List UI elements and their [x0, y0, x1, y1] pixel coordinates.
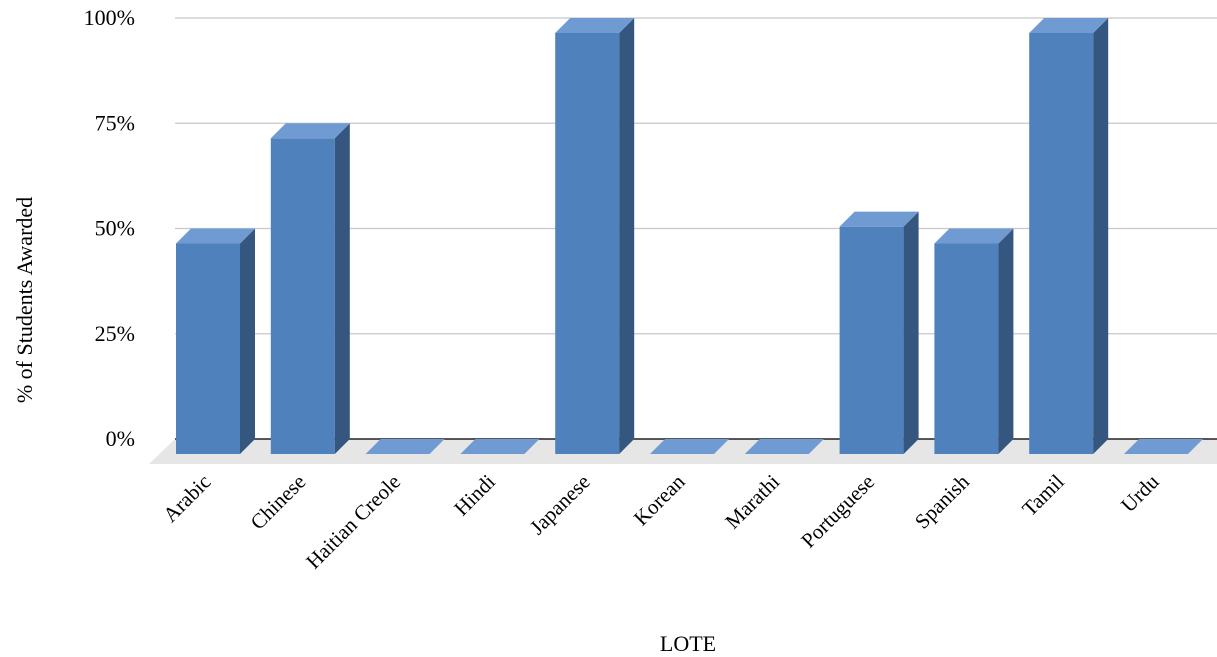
- x-tick-label: Spanish: [910, 469, 974, 533]
- bar: [1124, 439, 1203, 454]
- y-axis-title: % of Students Awarded: [12, 197, 37, 403]
- bar-front: [176, 243, 240, 454]
- y-axis-ticks: 0% 25% 50% 75% 100%: [84, 5, 135, 451]
- bar: [460, 439, 540, 454]
- x-tick-label: Portuguese: [796, 470, 879, 553]
- bar-side: [334, 123, 350, 454]
- x-tick-label: Marathi: [720, 469, 784, 533]
- bar: [365, 439, 445, 454]
- bar-top: [365, 439, 445, 454]
- y-tick-label: 75%: [95, 110, 135, 135]
- bar-top: [934, 228, 1014, 244]
- bar-side: [998, 228, 1014, 454]
- x-tick-label: Hindi: [449, 469, 500, 520]
- bar: [555, 18, 635, 454]
- bar: [270, 123, 350, 454]
- bars: [176, 18, 1203, 454]
- bar-top: [270, 123, 350, 139]
- bar-top: [1124, 439, 1203, 454]
- bar-top: [555, 18, 635, 33]
- bar-front: [1029, 33, 1094, 454]
- bar: [839, 211, 919, 454]
- x-tick-label: Tamil: [1017, 469, 1069, 521]
- x-tick-label: Arabic: [158, 470, 215, 527]
- bar-side: [903, 211, 919, 454]
- bar-front: [839, 226, 904, 454]
- x-tick-label: Urdu: [1116, 469, 1164, 517]
- bar-top: [1029, 18, 1109, 33]
- bar-top: [744, 439, 824, 454]
- bar: [176, 228, 255, 454]
- bar-front: [934, 243, 999, 454]
- bar-top: [650, 439, 729, 454]
- x-tick-label: Korean: [629, 469, 690, 530]
- bar: [1029, 18, 1109, 454]
- bar-side: [619, 18, 635, 454]
- x-tick-label: Japanese: [525, 470, 595, 540]
- bar: [650, 439, 729, 454]
- bar-top: [176, 228, 255, 244]
- bar: [934, 228, 1014, 454]
- y-tick-label: 25%: [95, 321, 135, 346]
- bar-top: [460, 439, 540, 454]
- bar-front: [555, 33, 620, 454]
- bar: [744, 439, 824, 454]
- x-axis-title: LOTE: [660, 631, 716, 656]
- y-tick-label: 50%: [95, 216, 135, 241]
- x-tick-label: Chinese: [246, 470, 311, 535]
- y-tick-label: 100%: [84, 5, 135, 30]
- bar-front: [270, 138, 335, 454]
- bar-side: [240, 228, 255, 454]
- x-tick-label: Haitian Creole: [301, 470, 405, 574]
- bar-top: [839, 211, 919, 227]
- y-tick-label: 0%: [106, 426, 135, 451]
- bar-side: [1093, 18, 1109, 454]
